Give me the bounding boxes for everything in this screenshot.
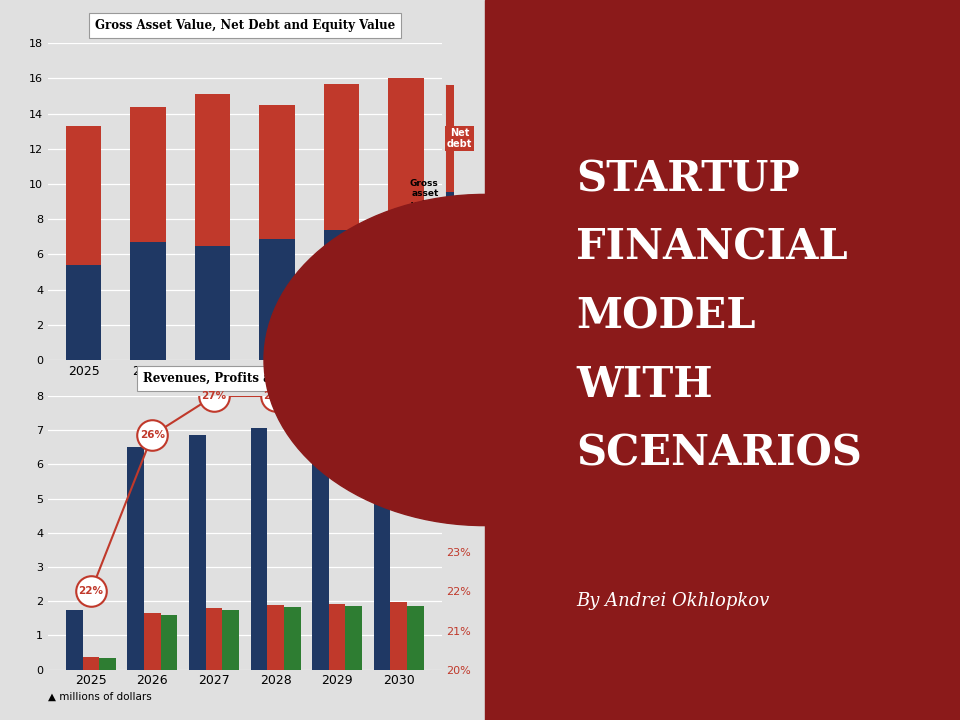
Text: SCENARIOS: SCENARIOS: [576, 432, 862, 474]
Text: ▲ millions of dollars: ▲ millions of dollars: [48, 691, 152, 701]
Text: WITH: WITH: [576, 364, 712, 405]
Bar: [160, 615, 178, 670]
Bar: [446, 84, 454, 192]
Text: 27%: 27%: [386, 391, 411, 401]
Bar: [324, 84, 359, 230]
Text: By Andrei Okhlopkov: By Andrei Okhlopkov: [576, 592, 769, 610]
Text: MODEL: MODEL: [576, 295, 756, 337]
Text: 22%: 22%: [79, 586, 104, 596]
Text: STARTUP: STARTUP: [576, 158, 800, 200]
Text: Equity
value: Equity value: [442, 238, 477, 260]
Bar: [373, 416, 391, 670]
Text: 26%: 26%: [140, 430, 165, 440]
Bar: [388, 219, 423, 360]
Bar: [66, 265, 102, 360]
Bar: [205, 608, 223, 670]
Bar: [346, 606, 362, 670]
Text: 27%: 27%: [324, 391, 349, 401]
Text: 27%: 27%: [263, 391, 288, 401]
Bar: [131, 107, 166, 242]
Bar: [407, 606, 423, 670]
Bar: [195, 246, 230, 360]
Bar: [324, 230, 359, 360]
Bar: [329, 603, 346, 670]
Bar: [312, 423, 329, 670]
Bar: [388, 78, 423, 219]
Text: FINANCIAL: FINANCIAL: [576, 227, 848, 269]
Bar: [66, 610, 83, 670]
Bar: [128, 447, 144, 670]
Text: ▲ millions of dollars: ▲ millions of dollars: [48, 398, 152, 408]
Bar: [223, 610, 239, 670]
Bar: [267, 606, 284, 670]
Bar: [446, 192, 454, 306]
Bar: [391, 602, 407, 670]
Bar: [83, 657, 99, 670]
Bar: [284, 607, 300, 670]
Text: Net
debt: Net debt: [446, 127, 472, 149]
Bar: [66, 126, 102, 265]
Title: Gross Asset Value, Net Debt and Equity Value: Gross Asset Value, Net Debt and Equity V…: [95, 19, 395, 32]
Bar: [131, 242, 166, 360]
Bar: [189, 436, 205, 670]
Text: 27%: 27%: [202, 391, 227, 401]
Bar: [259, 105, 295, 238]
Bar: [195, 94, 230, 246]
Bar: [99, 657, 116, 670]
Bar: [259, 238, 295, 360]
Title: Revenues, Profits and Margins: Revenues, Profits and Margins: [143, 372, 347, 385]
Bar: [144, 613, 160, 670]
Bar: [251, 428, 267, 670]
Text: Gross
asset
value: Gross asset value: [410, 179, 439, 209]
